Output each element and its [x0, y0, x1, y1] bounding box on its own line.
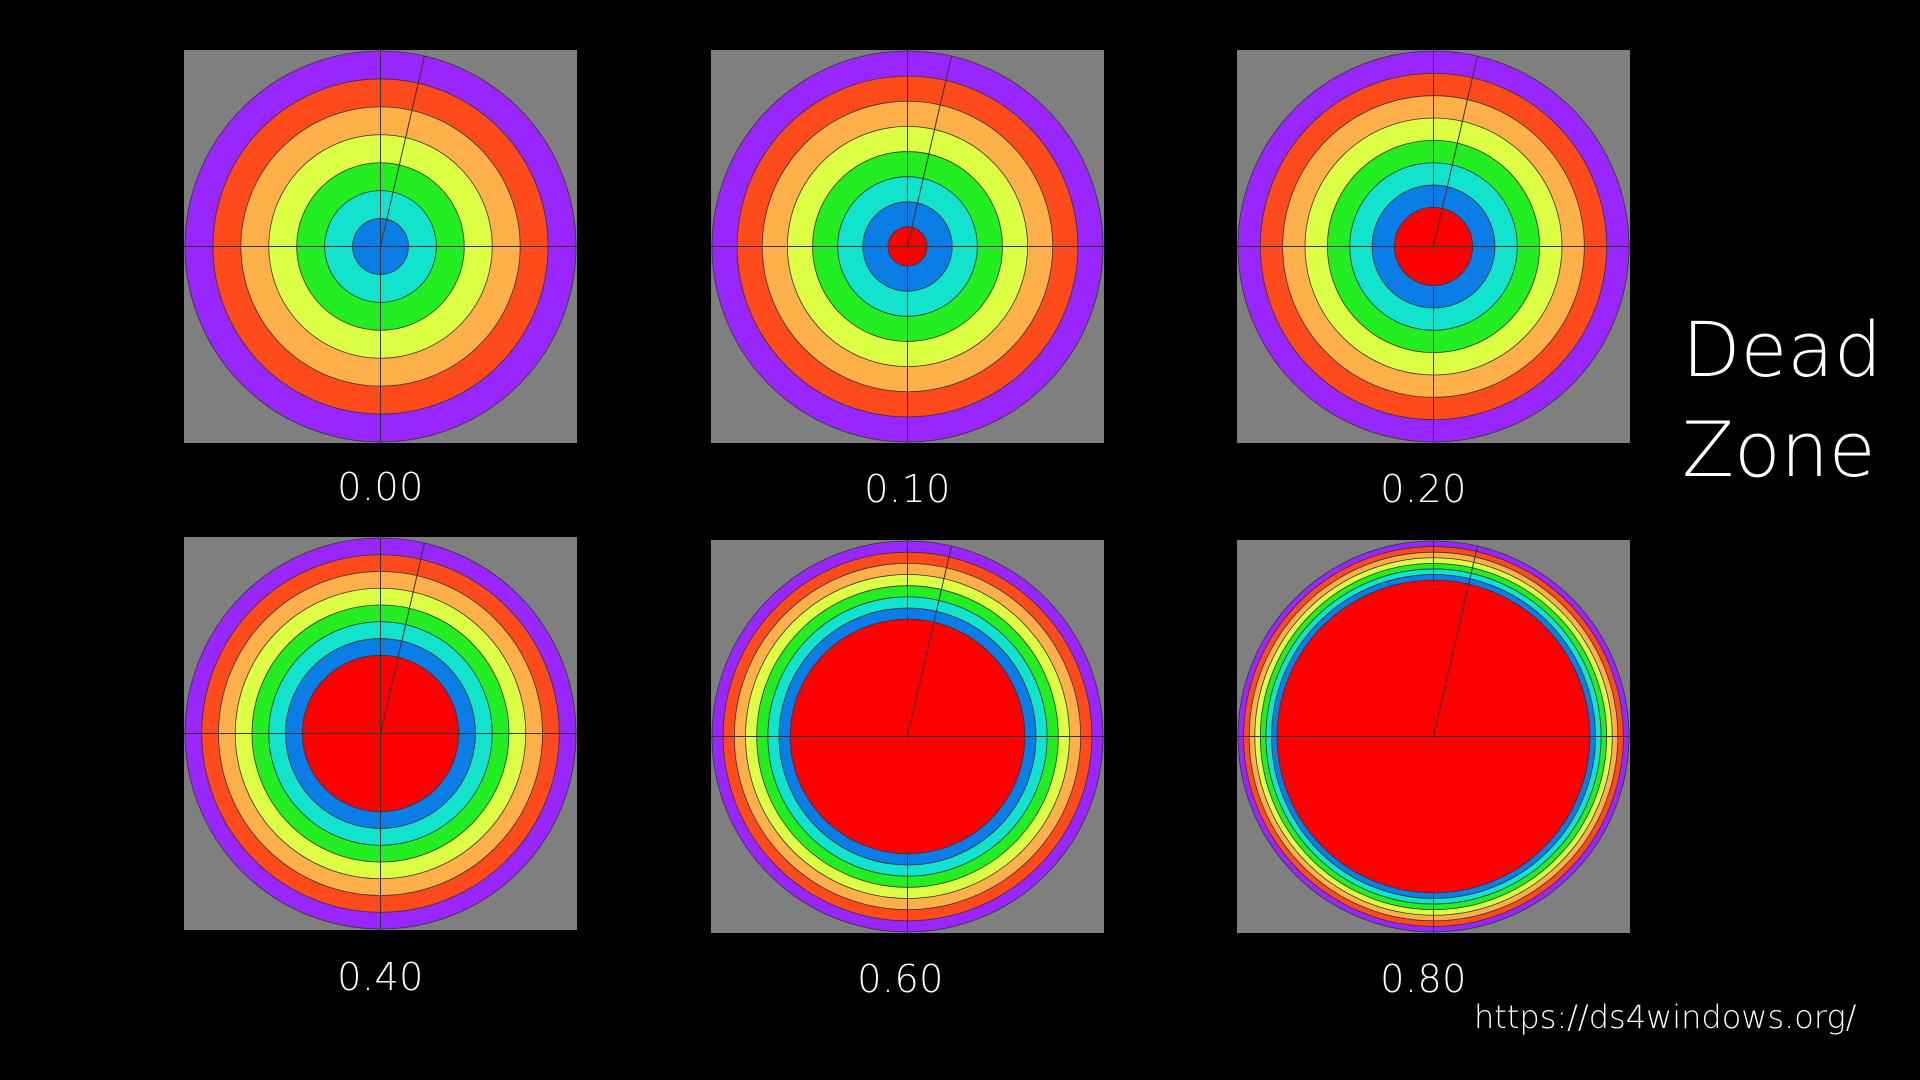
deadzone-diagram: [711, 50, 1104, 443]
deadzone-diagram: [1237, 50, 1630, 443]
deadzone-panel-0-10: [711, 50, 1104, 443]
deadzone-panel-0-20: [1237, 50, 1630, 443]
deadzone-panel-0-00: [184, 50, 577, 443]
source-url: https://ds4windows.org/: [1474, 998, 1857, 1036]
radial-guide-line: [907, 55, 952, 247]
deadzone-label-0-00: 0.00: [337, 465, 424, 509]
deadzone-diagram: [1237, 540, 1630, 933]
deadzone-diagram: [184, 50, 577, 443]
deadzone-label-0-80: 0.80: [1380, 957, 1467, 1001]
deadzone-label-0-20: 0.20: [1380, 467, 1467, 511]
deadzone-label-0-10: 0.10: [864, 467, 951, 511]
dead-zone-title: Dead Zone: [1682, 305, 1883, 494]
deadzone-label-0-60: 0.60: [857, 957, 944, 1001]
deadzone-panel-0-40: [184, 537, 577, 930]
deadzone-diagram: [711, 540, 1104, 933]
radial-guide-line: [380, 542, 425, 734]
deadzone-label-0-40: 0.40: [337, 955, 424, 999]
radial-guide-line: [907, 545, 952, 737]
deadzone-panel-0-80: [1237, 540, 1630, 933]
radial-guide-line: [1433, 55, 1478, 247]
deadzone-panel-0-60: [711, 540, 1104, 933]
radial-guide-line: [1433, 545, 1478, 737]
radial-guide-line: [380, 55, 425, 247]
deadzone-diagram: [184, 537, 577, 930]
